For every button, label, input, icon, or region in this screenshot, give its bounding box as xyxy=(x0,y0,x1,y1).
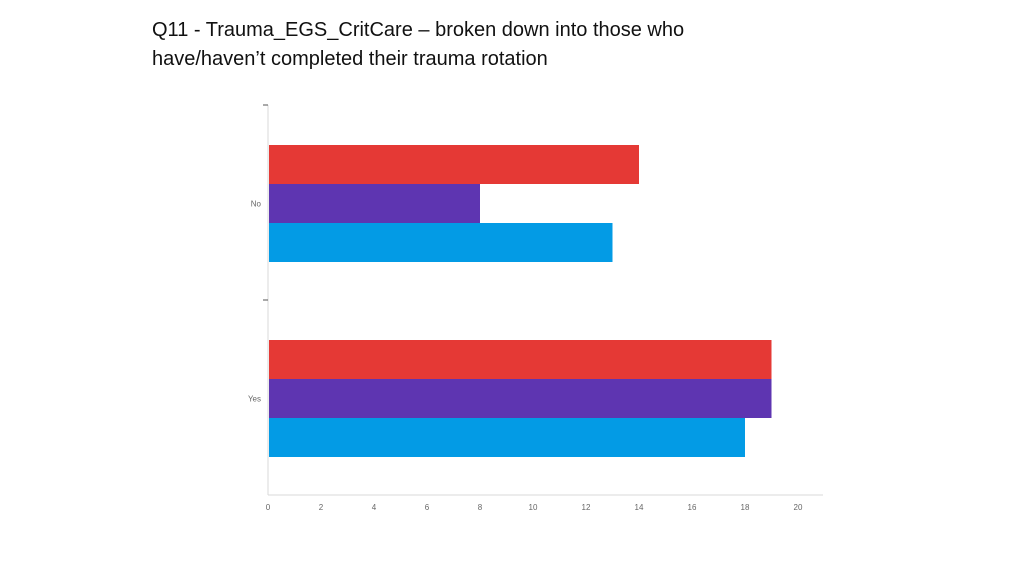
x-tick-label: 10 xyxy=(529,503,538,512)
title-line-2: have/haven’t completed their trauma rota… xyxy=(152,48,548,70)
x-tick-label: 12 xyxy=(582,503,591,512)
chart-bars xyxy=(269,145,772,457)
title-line-1: Q11 - Trauma_EGS_CritCare – broken down … xyxy=(152,19,685,41)
bar-yes-series-3 xyxy=(269,418,745,457)
bar-yes-series-1 xyxy=(269,340,772,379)
bar-no-series-1 xyxy=(269,145,639,184)
page-title: Q11 - Trauma_EGS_CritCare – broken down … xyxy=(152,16,792,74)
chart-axes xyxy=(263,104,823,496)
x-tick-label: 18 xyxy=(741,503,750,512)
y-category-label: Yes xyxy=(248,395,261,404)
bar-yes-series-2 xyxy=(269,379,772,418)
x-tick-label: 0 xyxy=(266,503,271,512)
x-tick-label: 4 xyxy=(372,503,377,512)
x-tick-label: 8 xyxy=(478,503,483,512)
y-category-label: No xyxy=(251,200,262,209)
bar-no-series-2 xyxy=(269,184,480,223)
x-tick-label: 20 xyxy=(794,503,803,512)
chart-labels: 0 2 4 6 8 10 12 14 16 18 20 No Yes xyxy=(248,200,803,513)
bar-no-series-3 xyxy=(269,223,613,262)
x-tick-label: 6 xyxy=(425,503,430,512)
x-tick-label: 2 xyxy=(319,503,324,512)
x-tick-label: 14 xyxy=(635,503,644,512)
x-tick-label: 16 xyxy=(688,503,697,512)
